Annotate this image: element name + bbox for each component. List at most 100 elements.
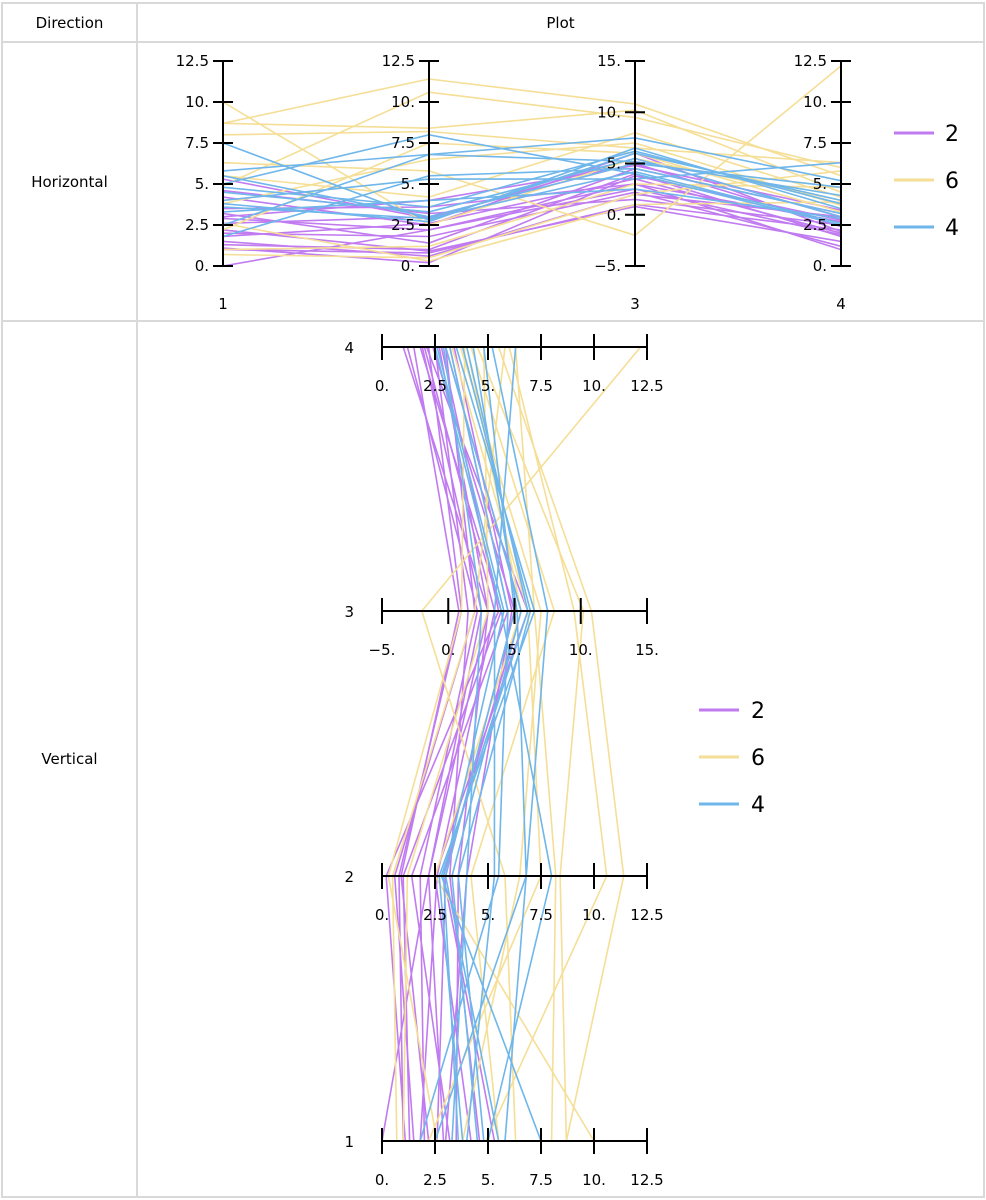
series-6-line (222, 131, 842, 198)
series-2-line (419, 346, 496, 1142)
series-4-line (222, 170, 842, 225)
tick-label: 5. (813, 175, 827, 193)
tick-label: 7.5 (529, 1171, 553, 1189)
tick-label: 0. (195, 257, 209, 275)
legend-label-2: 2 (945, 122, 959, 147)
series-4-line (434, 346, 528, 1142)
series-4-line (457, 346, 532, 1142)
tick-label: 12.5 (630, 906, 663, 924)
series-2-line (425, 346, 529, 1142)
tick-label: 10. (803, 93, 827, 111)
header-plot: Plot (136, 2, 985, 43)
tick-label: 10. (582, 377, 606, 395)
tick-label: 15. (635, 641, 659, 659)
axis-name-label: 1 (218, 295, 228, 313)
series-2-line (406, 346, 479, 1142)
axis-1: 0. 2.5 5. 7.5 10. 12.5 1 (344, 1128, 664, 1189)
series-6-line (514, 346, 557, 1142)
axis-3: −5. 0. 5. 10. 15. 3 (344, 598, 659, 659)
legend: 2 6 4 (699, 699, 765, 818)
axis-name-label: 2 (344, 868, 354, 886)
series-4-line (222, 167, 842, 238)
axis-name-label: 2 (424, 295, 434, 313)
row-label-horizontal: Horizontal (1, 41, 138, 322)
tick-label: 12.5 (176, 52, 209, 70)
tick-label: 5. (481, 906, 495, 924)
series-6-line (391, 346, 506, 1142)
tick-label: 5. (481, 1171, 495, 1189)
axis-2: 0. 2.5 5. 7.5 10. 12.5 2 (344, 863, 664, 924)
axis-name-label: 4 (836, 295, 846, 313)
axis-4: 0. 2.5 5. 7.5 10. 12.5 4 (344, 334, 664, 395)
legend-label-4: 4 (751, 793, 765, 818)
tick-label: 7.5 (391, 134, 415, 152)
tick-label: 5. (507, 641, 521, 659)
series-6-line (497, 346, 625, 1142)
row-label-vertical: Vertical (1, 320, 138, 1198)
legend: 2 6 4 (894, 122, 959, 241)
axis-name-label: 3 (344, 603, 354, 621)
tick-label: 10. (391, 93, 415, 111)
legend-label-6: 6 (751, 746, 765, 771)
tick-label: 10. (569, 641, 593, 659)
header-direction: Direction (1, 2, 138, 43)
tick-label: 15. (597, 52, 621, 70)
series-6-line (402, 346, 489, 1142)
series-4-line (222, 153, 842, 226)
series-4-line (436, 346, 505, 1142)
axis-name-label: 3 (630, 295, 640, 313)
series-4-line (222, 137, 842, 182)
series-6-line (222, 91, 842, 187)
legend-label-4: 4 (945, 216, 959, 241)
series-4-line (444, 346, 516, 1142)
axis-name-label: 4 (344, 339, 354, 357)
tick-label: 7.5 (529, 377, 553, 395)
tick-label: 0. (375, 906, 389, 924)
tick-label: 12.5 (630, 377, 663, 395)
tick-label: 5. (607, 155, 621, 173)
series-4-line (222, 150, 842, 208)
tick-label: 7.5 (529, 906, 553, 924)
series-6-line (222, 170, 842, 259)
tick-label: 2.5 (391, 216, 415, 234)
tick-label: 2.5 (185, 216, 209, 234)
tick-label: 2.5 (423, 377, 447, 395)
series-6-line (387, 346, 466, 1142)
series-6-line (222, 130, 842, 164)
axis-2: 0. 2.5 5. 7.5 10. 12.5 2 (382, 52, 439, 313)
series-4-line (222, 162, 842, 218)
series-6-line (434, 346, 595, 1142)
tick-label: 2.5 (423, 1171, 447, 1189)
tick-label: 0. (375, 377, 389, 395)
tick-label: 0. (813, 257, 827, 275)
series-6-line (222, 65, 842, 237)
series-6-line (420, 346, 642, 1142)
tick-label: 2.5 (423, 906, 447, 924)
tick-label: 12.5 (382, 52, 415, 70)
tick-label: 7.5 (185, 134, 209, 152)
data-lines (222, 65, 842, 267)
series-6-line (485, 346, 608, 1142)
series-6-line (470, 346, 556, 1142)
tick-label: 10. (597, 103, 621, 121)
tick-label: 10. (185, 93, 209, 111)
series-6-line (222, 78, 842, 177)
axis-1: 0. 2.5 5. 7.5 10. 12.5 1 (176, 52, 233, 313)
tick-label: 7.5 (803, 134, 827, 152)
tick-label: 12.5 (794, 52, 827, 70)
legend-label-2: 2 (751, 699, 765, 724)
axis-4: 0. 2.5 5. 7.5 10. 12.5 4 (794, 52, 851, 313)
tick-label: 5. (481, 377, 495, 395)
horizontal-parallel-plot: 0.2.55.7.510.12.510.2.55.7.510.12.52−5.0… (176, 52, 959, 313)
tick-label: 5. (195, 175, 209, 193)
tick-label: 10. (582, 906, 606, 924)
tick-label: 0. (401, 257, 415, 275)
tick-label: −5. (369, 641, 396, 659)
tick-label: 0. (607, 206, 621, 224)
tick-label: 5. (401, 175, 415, 193)
series-2-line (222, 205, 842, 253)
series-4-line (419, 346, 509, 1142)
legend-label-6: 6 (945, 169, 959, 194)
series-2-line (222, 178, 842, 238)
